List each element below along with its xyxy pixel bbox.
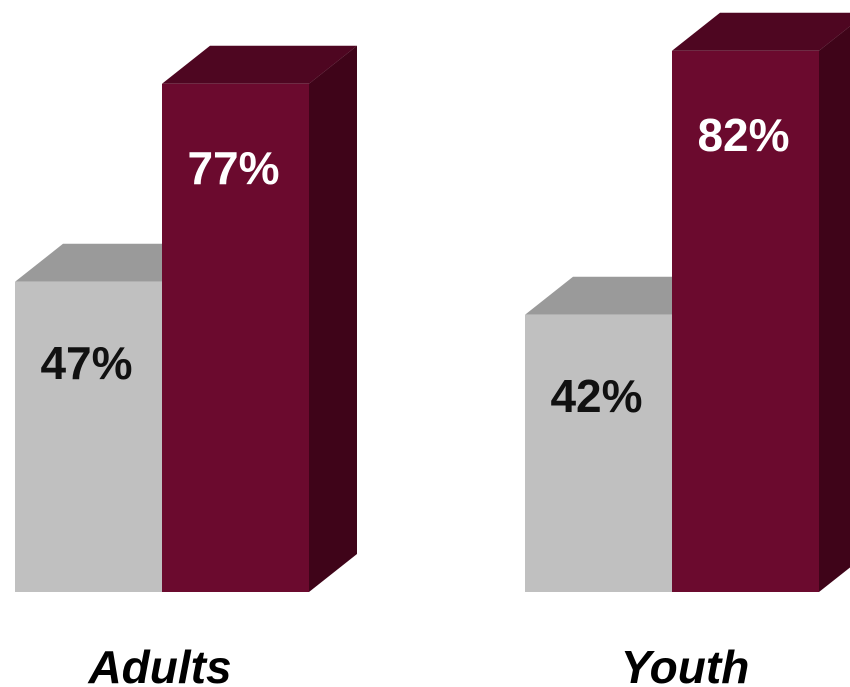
bar-top-youth-0 [525,276,720,315]
bar-adults-0 [15,281,162,592]
bar-side-adults-1 [309,45,357,593]
bar-adults-1 [162,83,309,593]
value-label-adults-1: 77% [187,142,279,194]
value-label-youth-0: 42% [550,370,642,422]
bar-youth-0 [525,314,672,592]
category-label-youth: Youth [621,641,750,687]
bar-top-adults-1 [162,45,357,84]
bar-youth-1 [672,50,819,593]
category-label-adults: Adults [87,641,231,687]
bar-top-youth-1 [672,12,850,51]
labels-layer: 47% 77% Adults 42% 82% Youth [40,109,789,687]
bar-side-youth-1 [819,26,850,592]
bar-top-adults-0 [15,243,210,282]
bars-layer [15,12,850,593]
value-label-youth-1: 82% [697,109,789,161]
value-label-adults-0: 47% [40,337,132,389]
